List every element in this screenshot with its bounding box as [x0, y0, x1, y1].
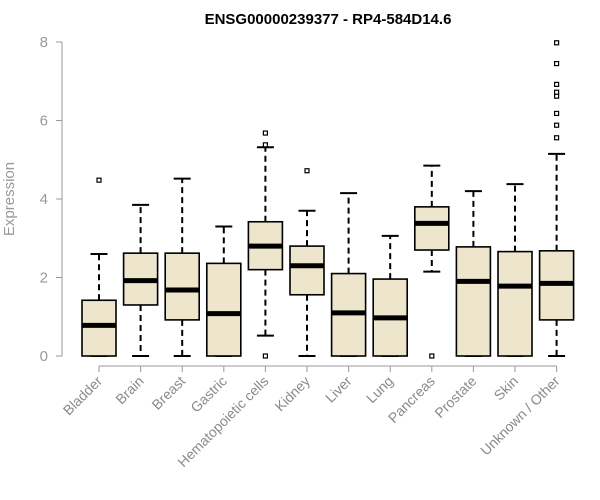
outlier-point — [553, 122, 560, 128]
outlier-point — [429, 353, 435, 359]
box-prostate — [455, 190, 492, 357]
chart-title: ENSG00000239377 - RP4-584D14.6 — [205, 11, 452, 28]
x-tick-label: Brain — [112, 373, 146, 407]
x-tick-label: Bladder — [60, 373, 106, 419]
x-tick-label: Breast — [148, 373, 188, 413]
outlier-point — [553, 60, 560, 67]
y-axis: 0 2 4 6 8 — [40, 34, 63, 365]
box-lung — [372, 234, 409, 357]
y-tick-label: 8 — [40, 34, 48, 51]
box-iqr — [289, 245, 325, 296]
outlier-point — [304, 168, 310, 174]
y-tick-label: 6 — [40, 113, 48, 130]
box-unknown-other — [538, 40, 575, 357]
x-tick-label: Liver — [322, 373, 355, 406]
box-hematopoietic-cells — [247, 130, 284, 359]
box-pancreas — [413, 164, 450, 359]
x-tick-label: Unknown / Other — [477, 373, 563, 459]
x-tick-label: Prostate — [431, 373, 479, 421]
outlier-point — [96, 177, 102, 183]
outlier-point — [553, 81, 560, 87]
box-iqr — [413, 206, 450, 251]
outlier-point — [553, 40, 560, 46]
box-kidney — [289, 168, 325, 357]
x-tick-label: Kidney — [272, 373, 314, 415]
outlier-point — [553, 110, 560, 117]
x-tick-label: Lung — [363, 373, 396, 406]
box-bladder — [81, 177, 117, 357]
box-liver — [330, 192, 367, 357]
y-tick-label: 4 — [40, 191, 48, 208]
y-axis-label: Expression — [1, 162, 18, 236]
box-iqr — [206, 262, 242, 357]
box-iqr — [455, 246, 492, 357]
outlier-point — [262, 142, 268, 148]
outlier-point — [262, 353, 268, 359]
box-gastric — [206, 225, 242, 357]
box-iqr — [81, 299, 117, 357]
box-iqr — [497, 250, 533, 357]
box-breast — [164, 177, 200, 357]
outlier-point — [262, 130, 268, 136]
box-series — [81, 40, 575, 359]
outlier-point — [553, 89, 560, 95]
box-iqr — [164, 252, 200, 321]
x-tick-label: Skin — [491, 373, 522, 404]
box-skin — [497, 183, 533, 357]
outlier-point — [553, 135, 560, 141]
y-tick-label: 0 — [40, 348, 48, 365]
y-tick-label: 2 — [40, 270, 48, 287]
box-brain — [122, 203, 159, 357]
